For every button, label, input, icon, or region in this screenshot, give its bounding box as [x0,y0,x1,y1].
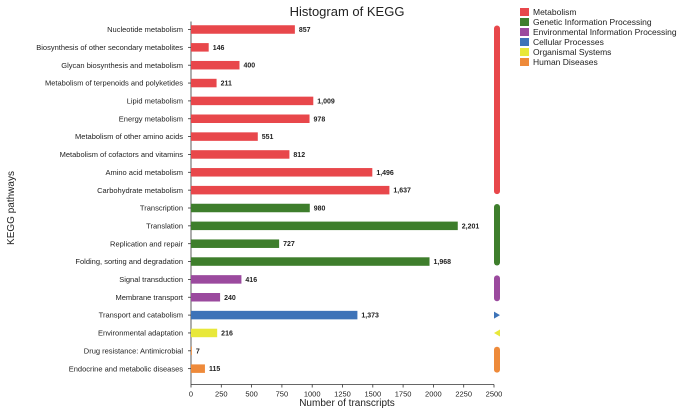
x-tick-label: 1500 [364,390,381,399]
value-label: 240 [224,295,236,302]
value-label: 216 [221,330,233,337]
plot-area: 0 250 500 750 1000 1250 1500 1750 2000 2250 2500 Nu… [36,21,503,399]
category-label: Folding, sorting and degradation [75,257,183,266]
category-label: Biosynthesis of other secondary metaboli… [36,43,183,52]
value-label: 1,373 [361,313,379,320]
bar [191,293,221,302]
value-label: 416 [245,277,257,284]
bar [191,185,390,195]
value-label: 1,009 [317,98,335,105]
legend-label: Cellular Processes [533,37,604,47]
group-marker-arrow [494,311,500,319]
category-label: Metabolism of terpenoids and polyketides [45,79,183,88]
value-label: 7 [196,348,200,355]
bar [191,346,192,356]
category-label: Metabolism of other amino acids [75,132,183,141]
category-label: Lipid metabolism [127,97,183,106]
legend-swatch [520,48,529,56]
category-label: Translation [146,221,183,230]
x-axis-label: Number of transcripts [299,398,395,409]
group-marker-bar [494,25,500,195]
category-label: Energy metabolism [119,114,183,123]
value-label: 980 [314,206,326,213]
legend-swatch [520,38,529,46]
group-marker-arrow [494,329,500,337]
category-label: Transcription [140,204,183,213]
value-label: 1,637 [393,188,411,195]
bar [191,257,430,266]
category-label: Glycan biosynthesis and metabolism [61,61,183,70]
bar [191,96,314,106]
chart-title: Histogram of KEGG [290,4,405,19]
bar [191,43,209,52]
legend-label: Environmental Information Processing [533,27,677,37]
bar [191,78,217,88]
bar [191,364,205,373]
value-label: 978 [314,116,326,123]
x-tick-label: 2000 [425,390,442,399]
category-label: Carbohydrate metabolism [97,186,183,195]
bar [191,150,290,159]
x-tick-label: 2250 [455,390,472,399]
legend-swatch [520,18,529,26]
category-label: Transport and catabolism [99,311,183,320]
legend-label: Metabolism [533,7,576,17]
legend-label: Organismal Systems [533,47,611,57]
x-tick-label: 1250 [334,390,351,399]
value-label: 727 [283,241,295,248]
legend-swatch [520,8,529,16]
category-label: Nucleotide metabolism [107,25,183,34]
x-tick-label: 1750 [395,390,412,399]
bar [191,60,240,70]
value-label: 2,201 [462,223,480,230]
category-label: Replication and repair [110,239,183,248]
value-label: 1,496 [376,170,394,177]
bar [191,132,258,141]
legend-label: Genetic Information Processing [533,17,652,27]
value-label: 857 [299,27,311,34]
value-label: 400 [243,63,255,70]
value-label: 115 [209,366,220,373]
x-tick-label: 500 [245,390,258,399]
group-marker-bar [494,346,500,373]
group-marker-bar [494,275,500,302]
category-label: Signal transduction [119,275,183,284]
x-tick-label: 2500 [486,390,503,399]
legend-swatch [520,28,529,36]
bar [191,203,310,213]
group-marker-bar [494,204,500,266]
x-tick-label: 250 [215,390,228,399]
bar [191,239,280,248]
x-tick-label: 750 [276,390,289,399]
category-label: Metabolism of cofactors and vitamins [60,150,184,159]
value-label: 1,968 [434,259,452,266]
group-markers [494,25,500,373]
bar [191,310,358,320]
bar [191,25,295,34]
value-label: 812 [293,152,305,159]
legend-label: Human Diseases [533,57,598,67]
bar [191,221,458,231]
bar [191,168,373,177]
y-axis-label: KEGG pathways [6,171,17,245]
value-label: 146 [213,45,225,52]
value-label: 211 [221,81,232,88]
bar [191,114,310,123]
legend-swatch [520,58,529,66]
x-tick-label: 0 [189,390,193,399]
category-label: Environmental adaptation [98,329,183,338]
x-tick-label: 1000 [304,390,321,399]
category-label: Amino acid metabolism [105,168,183,177]
category-label: Membrane transport [115,293,183,302]
bar [191,328,218,338]
category-label: Drug resistance: Antimicrobial [84,346,184,355]
category-label: Endocrine and metabolic diseases [69,364,183,373]
bar [191,275,242,284]
value-label: 551 [262,134,274,141]
